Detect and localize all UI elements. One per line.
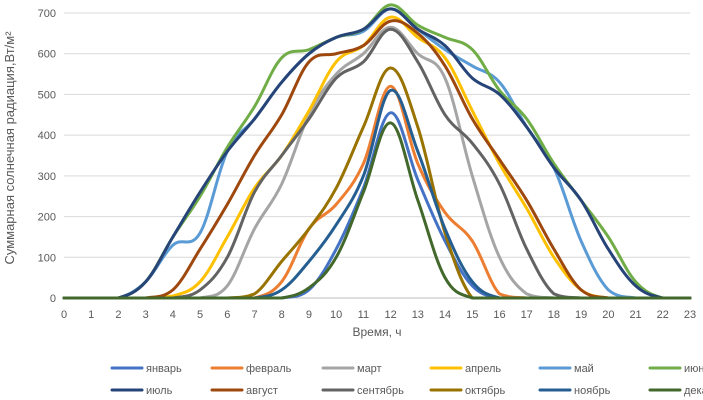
x-tick-label: 21 — [629, 309, 641, 321]
x-tick-label: 10 — [330, 309, 342, 321]
x-tick-label: 17 — [521, 309, 533, 321]
x-tick-label: 15 — [466, 309, 478, 321]
legend-label: январь — [146, 363, 182, 375]
x-tick-label: 8 — [279, 309, 285, 321]
x-tick-label: 0 — [61, 309, 67, 321]
legend-label: ноябрь — [574, 385, 611, 397]
legend-label: декабрь — [684, 385, 703, 397]
x-tick-label: 14 — [439, 309, 451, 321]
y-tick-label: 400 — [38, 130, 56, 142]
x-axis-ticks: 0 1 2 3 4 5 6 7 8 9 10 11 12 13 14 15 16 17 18 19 20 21 22 23 — [61, 309, 696, 321]
gridlines — [64, 12, 690, 299]
series-line-май — [62, 7, 692, 300]
series-line-декабрь — [62, 121, 692, 300]
legend-label: июль — [146, 385, 173, 397]
series-line-апрель — [62, 15, 692, 300]
x-tick-label: 16 — [493, 309, 505, 321]
x-tick-label: 13 — [412, 309, 424, 321]
x-tick-label: 4 — [170, 309, 176, 321]
x-tick-label: 9 — [306, 309, 312, 321]
x-tick-label: 12 — [384, 309, 396, 321]
y-tick-label: 300 — [38, 171, 56, 183]
x-tick-label: 2 — [115, 309, 121, 321]
y-axis-label: Суммарная солнечная радиация,Вт/м² — [2, 31, 17, 265]
legend-label: февраль — [246, 363, 292, 375]
x-tick-label: 6 — [224, 309, 230, 321]
legend-label: октябрь — [465, 385, 505, 397]
x-tick-label: 19 — [575, 309, 587, 321]
legend-label: март — [357, 363, 382, 375]
x-tick-label: 1 — [88, 309, 94, 321]
legend-label: апрель — [465, 363, 501, 375]
y-tick-label: 0 — [50, 293, 56, 305]
y-tick-label: 600 — [38, 49, 56, 61]
x-tick-label: 5 — [197, 309, 203, 321]
y-tick-label: 500 — [38, 89, 56, 101]
y-tick-label: 700 — [38, 8, 56, 20]
legend: январь февраль март апрель май июнь июль август… — [110, 363, 703, 397]
legend-label: май — [574, 363, 594, 375]
y-tick-label: 100 — [38, 252, 56, 264]
legend-label: сентябрь — [357, 385, 404, 397]
x-tick-label: 18 — [548, 309, 560, 321]
series-line-июль — [62, 7, 692, 300]
x-axis-label: Время, ч — [352, 325, 401, 339]
x-tick-label: 7 — [251, 309, 257, 321]
x-tick-label: 20 — [602, 309, 614, 321]
y-tick-label: 200 — [38, 212, 56, 224]
x-tick-label: 3 — [143, 309, 149, 321]
x-tick-label: 22 — [657, 309, 669, 321]
series-line-август — [62, 19, 692, 300]
x-tick-label: 11 — [358, 309, 369, 321]
series-lines — [62, 3, 692, 300]
legend-label: июнь — [684, 363, 703, 375]
legend-label: август — [246, 385, 278, 397]
x-tick-label: 23 — [684, 309, 696, 321]
y-axis-ticks: 0 100 200 300 400 500 600 700 — [38, 8, 56, 305]
